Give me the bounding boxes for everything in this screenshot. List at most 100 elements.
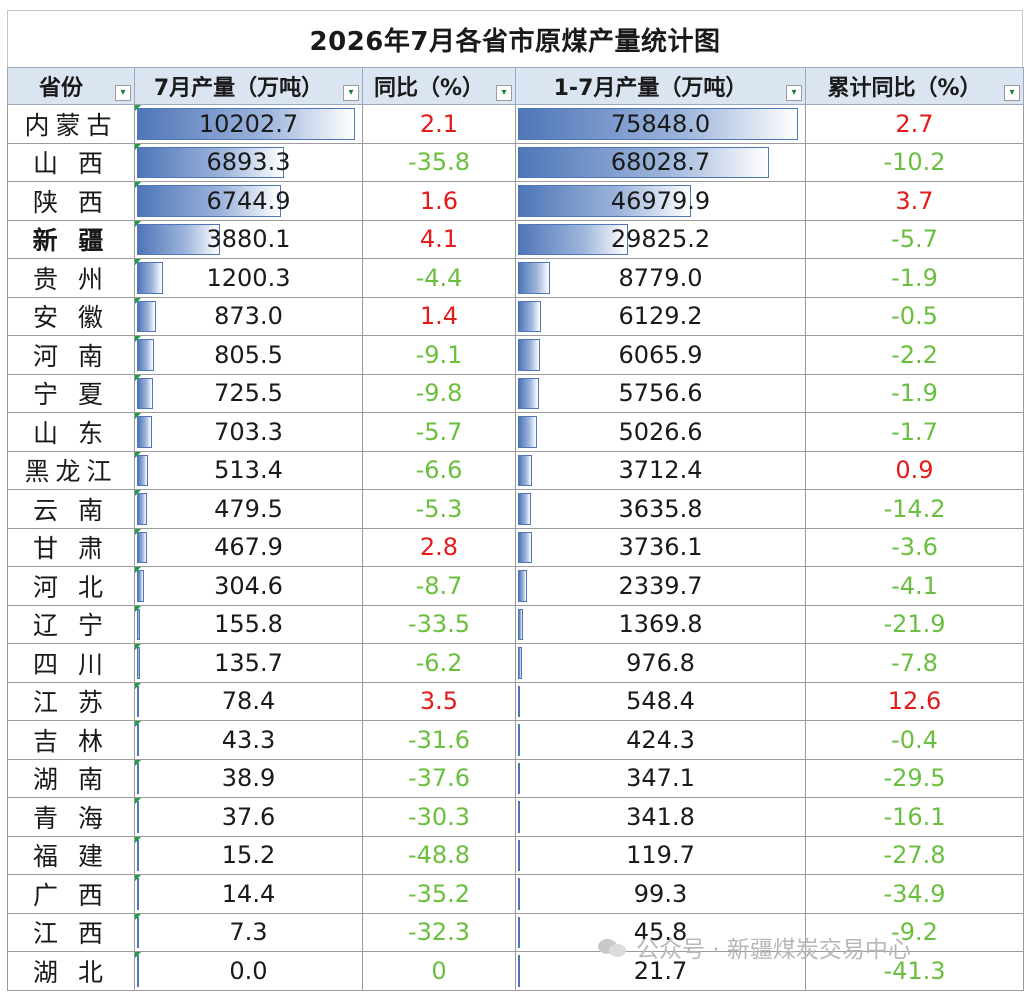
cell-ytd-yoy[interactable]: -5.7	[805, 219, 1024, 259]
cell-ytd-output[interactable]: 548.4	[515, 681, 806, 721]
cell-jul-yoy[interactable]: 1.4	[362, 296, 516, 336]
table-row[interactable]: 河 北 304.6 -8.7 2339.7 -4.1	[7, 566, 1024, 606]
cell-jul-output[interactable]: 805.5	[134, 335, 363, 375]
cell-ytd-output[interactable]: 5026.6	[515, 412, 806, 452]
table-row[interactable]: 辽 宁 155.8 -33.5 1369.8 -21.9	[7, 604, 1024, 644]
table-row[interactable]: 黑龙江 513.4 -6.6 3712.4 0.9	[7, 450, 1024, 490]
cell-ytd-yoy[interactable]: -0.5	[805, 296, 1024, 336]
cell-ytd-yoy[interactable]: -1.9	[805, 373, 1024, 413]
cell-jul-output[interactable]: 703.3	[134, 412, 363, 452]
cell-province[interactable]: 湖 北	[7, 951, 135, 991]
cell-jul-yoy[interactable]: 4.1	[362, 219, 516, 259]
cell-province[interactable]: 江 西	[7, 912, 135, 952]
cell-jul-yoy[interactable]: -35.8	[362, 142, 516, 182]
cell-jul-output[interactable]: 78.4	[134, 681, 363, 721]
table-row[interactable]: 湖 南 38.9 -37.6 347.1 -29.5	[7, 758, 1024, 798]
table-row[interactable]: 江 苏 78.4 3.5 548.4 12.6	[7, 681, 1024, 721]
cell-province[interactable]: 安 徽	[7, 296, 135, 336]
cell-jul-output[interactable]: 37.6	[134, 797, 363, 837]
table-row[interactable]: 新 疆 3880.1 4.1 29825.2 -5.7	[7, 219, 1024, 259]
cell-jul-yoy[interactable]: -33.5	[362, 604, 516, 644]
cell-province[interactable]: 陕 西	[7, 181, 135, 221]
cell-jul-yoy[interactable]: -30.3	[362, 797, 516, 837]
table-row[interactable]: 宁 夏 725.5 -9.8 5756.6 -1.9	[7, 373, 1024, 413]
cell-jul-output[interactable]: 135.7	[134, 643, 363, 683]
cell-province[interactable]: 四 川	[7, 643, 135, 683]
cell-ytd-yoy[interactable]: -7.8	[805, 643, 1024, 683]
cell-ytd-yoy[interactable]: -29.5	[805, 758, 1024, 798]
cell-ytd-output[interactable]: 99.3	[515, 874, 806, 914]
cell-ytd-output[interactable]: 3712.4	[515, 450, 806, 490]
cell-province[interactable]: 辽 宁	[7, 604, 135, 644]
table-row[interactable]: 四 川 135.7 -6.2 976.8 -7.8	[7, 643, 1024, 683]
cell-jul-output[interactable]: 15.2	[134, 835, 363, 875]
cell-ytd-output[interactable]: 3736.1	[515, 527, 806, 567]
cell-ytd-output[interactable]: 2339.7	[515, 566, 806, 606]
cell-province[interactable]: 贵 州	[7, 258, 135, 298]
table-row[interactable]: 山 东 703.3 -5.7 5026.6 -1.7	[7, 412, 1024, 452]
cell-province[interactable]: 福 建	[7, 835, 135, 875]
cell-jul-yoy[interactable]: 3.5	[362, 681, 516, 721]
table-row[interactable]: 山 西 6893.3 -35.8 68028.7 -10.2	[7, 142, 1024, 182]
cell-jul-output[interactable]: 467.9	[134, 527, 363, 567]
cell-ytd-output[interactable]: 6129.2	[515, 296, 806, 336]
cell-ytd-yoy[interactable]: -14.2	[805, 489, 1024, 529]
cell-ytd-yoy[interactable]: -21.9	[805, 604, 1024, 644]
cell-ytd-yoy[interactable]: -2.2	[805, 335, 1024, 375]
cell-province[interactable]: 宁 夏	[7, 373, 135, 413]
cell-jul-yoy[interactable]: -8.7	[362, 566, 516, 606]
cell-jul-yoy[interactable]: -48.8	[362, 835, 516, 875]
cell-jul-output[interactable]: 3880.1	[134, 219, 363, 259]
cell-province[interactable]: 青 海	[7, 797, 135, 837]
table-row[interactable]: 甘 肃 467.9 2.8 3736.1 -3.6	[7, 527, 1024, 567]
cell-jul-output[interactable]: 7.3	[134, 912, 363, 952]
cell-ytd-output[interactable]: 68028.7	[515, 142, 806, 182]
cell-jul-yoy[interactable]: -6.6	[362, 450, 516, 490]
cell-province[interactable]: 吉 林	[7, 720, 135, 760]
cell-province[interactable]: 广 西	[7, 874, 135, 914]
cell-province[interactable]: 山 东	[7, 412, 135, 452]
cell-ytd-output[interactable]: 3635.8	[515, 489, 806, 529]
dropdown-filter-icon[interactable]: ▾	[115, 85, 131, 101]
cell-ytd-output[interactable]: 341.8	[515, 797, 806, 837]
cell-ytd-output[interactable]: 75848.0	[515, 104, 806, 144]
table-row[interactable]: 河 南 805.5 -9.1 6065.9 -2.2	[7, 335, 1024, 375]
dropdown-filter-icon[interactable]: ▾	[343, 85, 359, 101]
cell-jul-yoy[interactable]: -37.6	[362, 758, 516, 798]
table-row[interactable]: 湖 北 0.0 0 21.7 -41.3	[7, 951, 1024, 991]
cell-ytd-yoy[interactable]: 12.6	[805, 681, 1024, 721]
table-row[interactable]: 广 西 14.4 -35.2 99.3 -34.9	[7, 874, 1024, 914]
table-row[interactable]: 安 徽 873.0 1.4 6129.2 -0.5	[7, 296, 1024, 336]
cell-ytd-yoy[interactable]: 3.7	[805, 181, 1024, 221]
cell-ytd-yoy[interactable]: -10.2	[805, 142, 1024, 182]
table-row[interactable]: 青 海 37.6 -30.3 341.8 -16.1	[7, 797, 1024, 837]
table-row[interactable]: 陕 西 6744.9 1.6 46979.9 3.7	[7, 181, 1024, 221]
dropdown-filter-icon[interactable]: ▾	[786, 85, 802, 101]
cell-province[interactable]: 山 西	[7, 142, 135, 182]
cell-jul-yoy[interactable]: -4.4	[362, 258, 516, 298]
cell-ytd-yoy[interactable]: -0.4	[805, 720, 1024, 760]
cell-ytd-yoy[interactable]: -9.2	[805, 912, 1024, 952]
table-row[interactable]: 吉 林 43.3 -31.6 424.3 -0.4	[7, 720, 1024, 760]
cell-jul-output[interactable]: 1200.3	[134, 258, 363, 298]
cell-jul-output[interactable]: 479.5	[134, 489, 363, 529]
cell-province[interactable]: 湖 南	[7, 758, 135, 798]
cell-province[interactable]: 云 南	[7, 489, 135, 529]
cell-jul-output[interactable]: 304.6	[134, 566, 363, 606]
cell-ytd-output[interactable]: 29825.2	[515, 219, 806, 259]
cell-ytd-output[interactable]: 46979.9	[515, 181, 806, 221]
cell-ytd-output[interactable]: 347.1	[515, 758, 806, 798]
cell-jul-yoy[interactable]: -32.3	[362, 912, 516, 952]
cell-ytd-yoy[interactable]: -1.9	[805, 258, 1024, 298]
cell-jul-output[interactable]: 6744.9	[134, 181, 363, 221]
cell-jul-yoy[interactable]: -9.8	[362, 373, 516, 413]
table-row[interactable]: 云 南 479.5 -5.3 3635.8 -14.2	[7, 489, 1024, 529]
table-row[interactable]: 内蒙古 10202.7 2.1 75848.0 2.7	[7, 104, 1024, 144]
cell-jul-yoy[interactable]: -5.3	[362, 489, 516, 529]
cell-province[interactable]: 内蒙古	[7, 104, 135, 144]
table-row[interactable]: 福 建 15.2 -48.8 119.7 -27.8	[7, 835, 1024, 875]
cell-ytd-output[interactable]: 45.8	[515, 912, 806, 952]
cell-ytd-yoy[interactable]: -34.9	[805, 874, 1024, 914]
cell-jul-output[interactable]: 14.4	[134, 874, 363, 914]
cell-ytd-yoy[interactable]: -41.3	[805, 951, 1024, 991]
